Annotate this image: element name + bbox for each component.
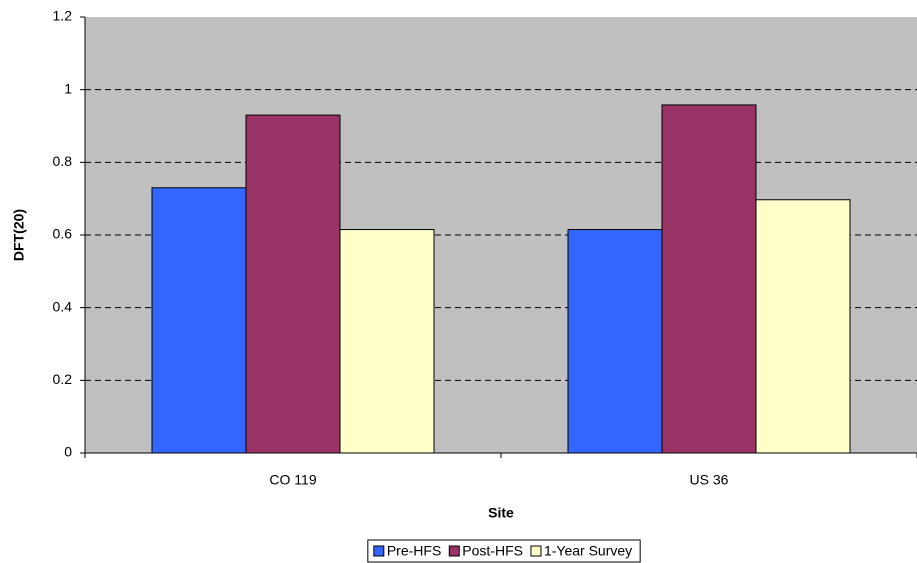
bar bbox=[755, 199, 851, 454]
bar bbox=[567, 229, 663, 454]
y-tick-label: 0.8 bbox=[53, 153, 73, 169]
x-axis-title: Site bbox=[488, 505, 514, 521]
bar bbox=[245, 114, 341, 454]
bar bbox=[151, 187, 247, 454]
legend-swatch bbox=[448, 545, 460, 557]
legend-label: Pre-HFS bbox=[387, 543, 441, 559]
bar bbox=[661, 104, 757, 454]
bar bbox=[339, 229, 435, 454]
y-tick-label: 1 bbox=[64, 80, 72, 96]
legend-swatch bbox=[530, 545, 542, 557]
legend-label: Post-HFS bbox=[462, 543, 523, 559]
y-tick-label: 0.2 bbox=[53, 371, 73, 387]
x-tick-label: CO 119 bbox=[269, 472, 316, 488]
y-tick-label: 0 bbox=[64, 444, 72, 460]
y-tick-label: 0.6 bbox=[53, 226, 73, 242]
legend bbox=[367, 539, 641, 563]
legend-label: 1-Year Survey bbox=[544, 543, 632, 559]
legend-swatch bbox=[373, 545, 385, 557]
y-tick-label: 0.4 bbox=[53, 298, 73, 314]
y-axis-title: DFT(20) bbox=[11, 209, 27, 261]
y-tick-label: 1.2 bbox=[53, 8, 73, 24]
x-tick-label: US 36 bbox=[690, 472, 729, 488]
